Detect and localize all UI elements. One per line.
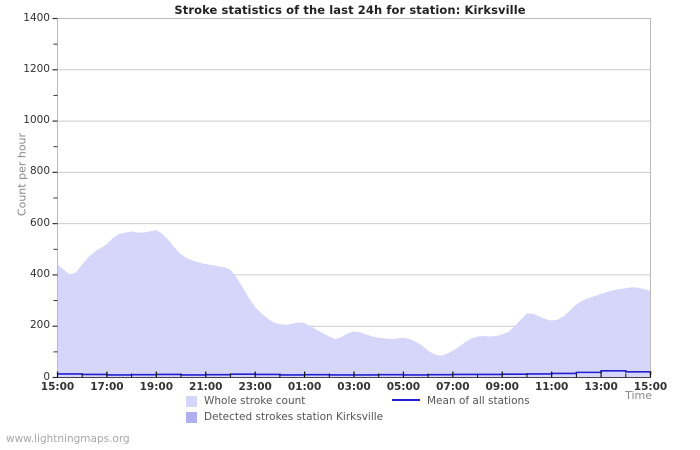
- x-tick-label: 13:00: [584, 380, 618, 393]
- chart-title: Stroke statistics of the last 24h for st…: [174, 3, 526, 17]
- legend-item-whole-stroke-count: Whole stroke count: [186, 395, 305, 407]
- legend-swatch-detected-strokes-station: [186, 411, 197, 423]
- x-tick-label: 15:00: [633, 380, 668, 393]
- legend-label-whole-stroke-count: Whole stroke count: [204, 395, 306, 407]
- x-tick-label: 09:00: [485, 380, 519, 393]
- legend-label-mean-of-all-stations: Mean of all stations: [427, 395, 530, 407]
- legend-label-detected-strokes-station: Detected strokes station Kirksville: [204, 411, 384, 423]
- y-tick-label: 1400: [23, 11, 50, 24]
- y-tick-label: 1200: [23, 62, 50, 75]
- legend-swatch-whole-stroke-count: [186, 395, 197, 407]
- y-tick-label: 600: [29, 216, 50, 229]
- y-tick-label: 0: [43, 370, 50, 383]
- legend-swatch-mean-of-all-stations: [392, 399, 420, 401]
- axis-ticks: [52, 17, 652, 379]
- chart-legend: Whole stroke count Mean of all stations …: [0, 394, 700, 428]
- x-tick-label: 15:00: [40, 380, 75, 393]
- x-tick-label: 03:00: [337, 380, 371, 393]
- y-tick-label: 200: [29, 319, 50, 332]
- legend-item-mean-of-all-stations: Mean of all stations: [392, 395, 530, 407]
- y-tick-label: 400: [29, 267, 50, 280]
- x-tick-label: 19:00: [139, 380, 174, 393]
- legend-item-detected-strokes-station: Detected strokes station Kirksville: [186, 411, 383, 423]
- x-tick-label: 05:00: [386, 380, 421, 393]
- x-tick-label: 01:00: [287, 380, 322, 393]
- y-tick-label: 1000: [23, 114, 50, 127]
- series-layer: [57, 230, 652, 378]
- x-axis-title: Time: [625, 389, 652, 402]
- y-tick-label: 800: [29, 165, 50, 178]
- footer-url: www.lightningmaps.org: [6, 433, 130, 445]
- x-tick-label: 21:00: [189, 380, 223, 393]
- x-tick-label: 07:00: [436, 380, 470, 393]
- x-tick-label: 23:00: [238, 380, 272, 393]
- x-tick-label: 17:00: [90, 380, 124, 393]
- x-tick-label: 11:00: [534, 380, 569, 393]
